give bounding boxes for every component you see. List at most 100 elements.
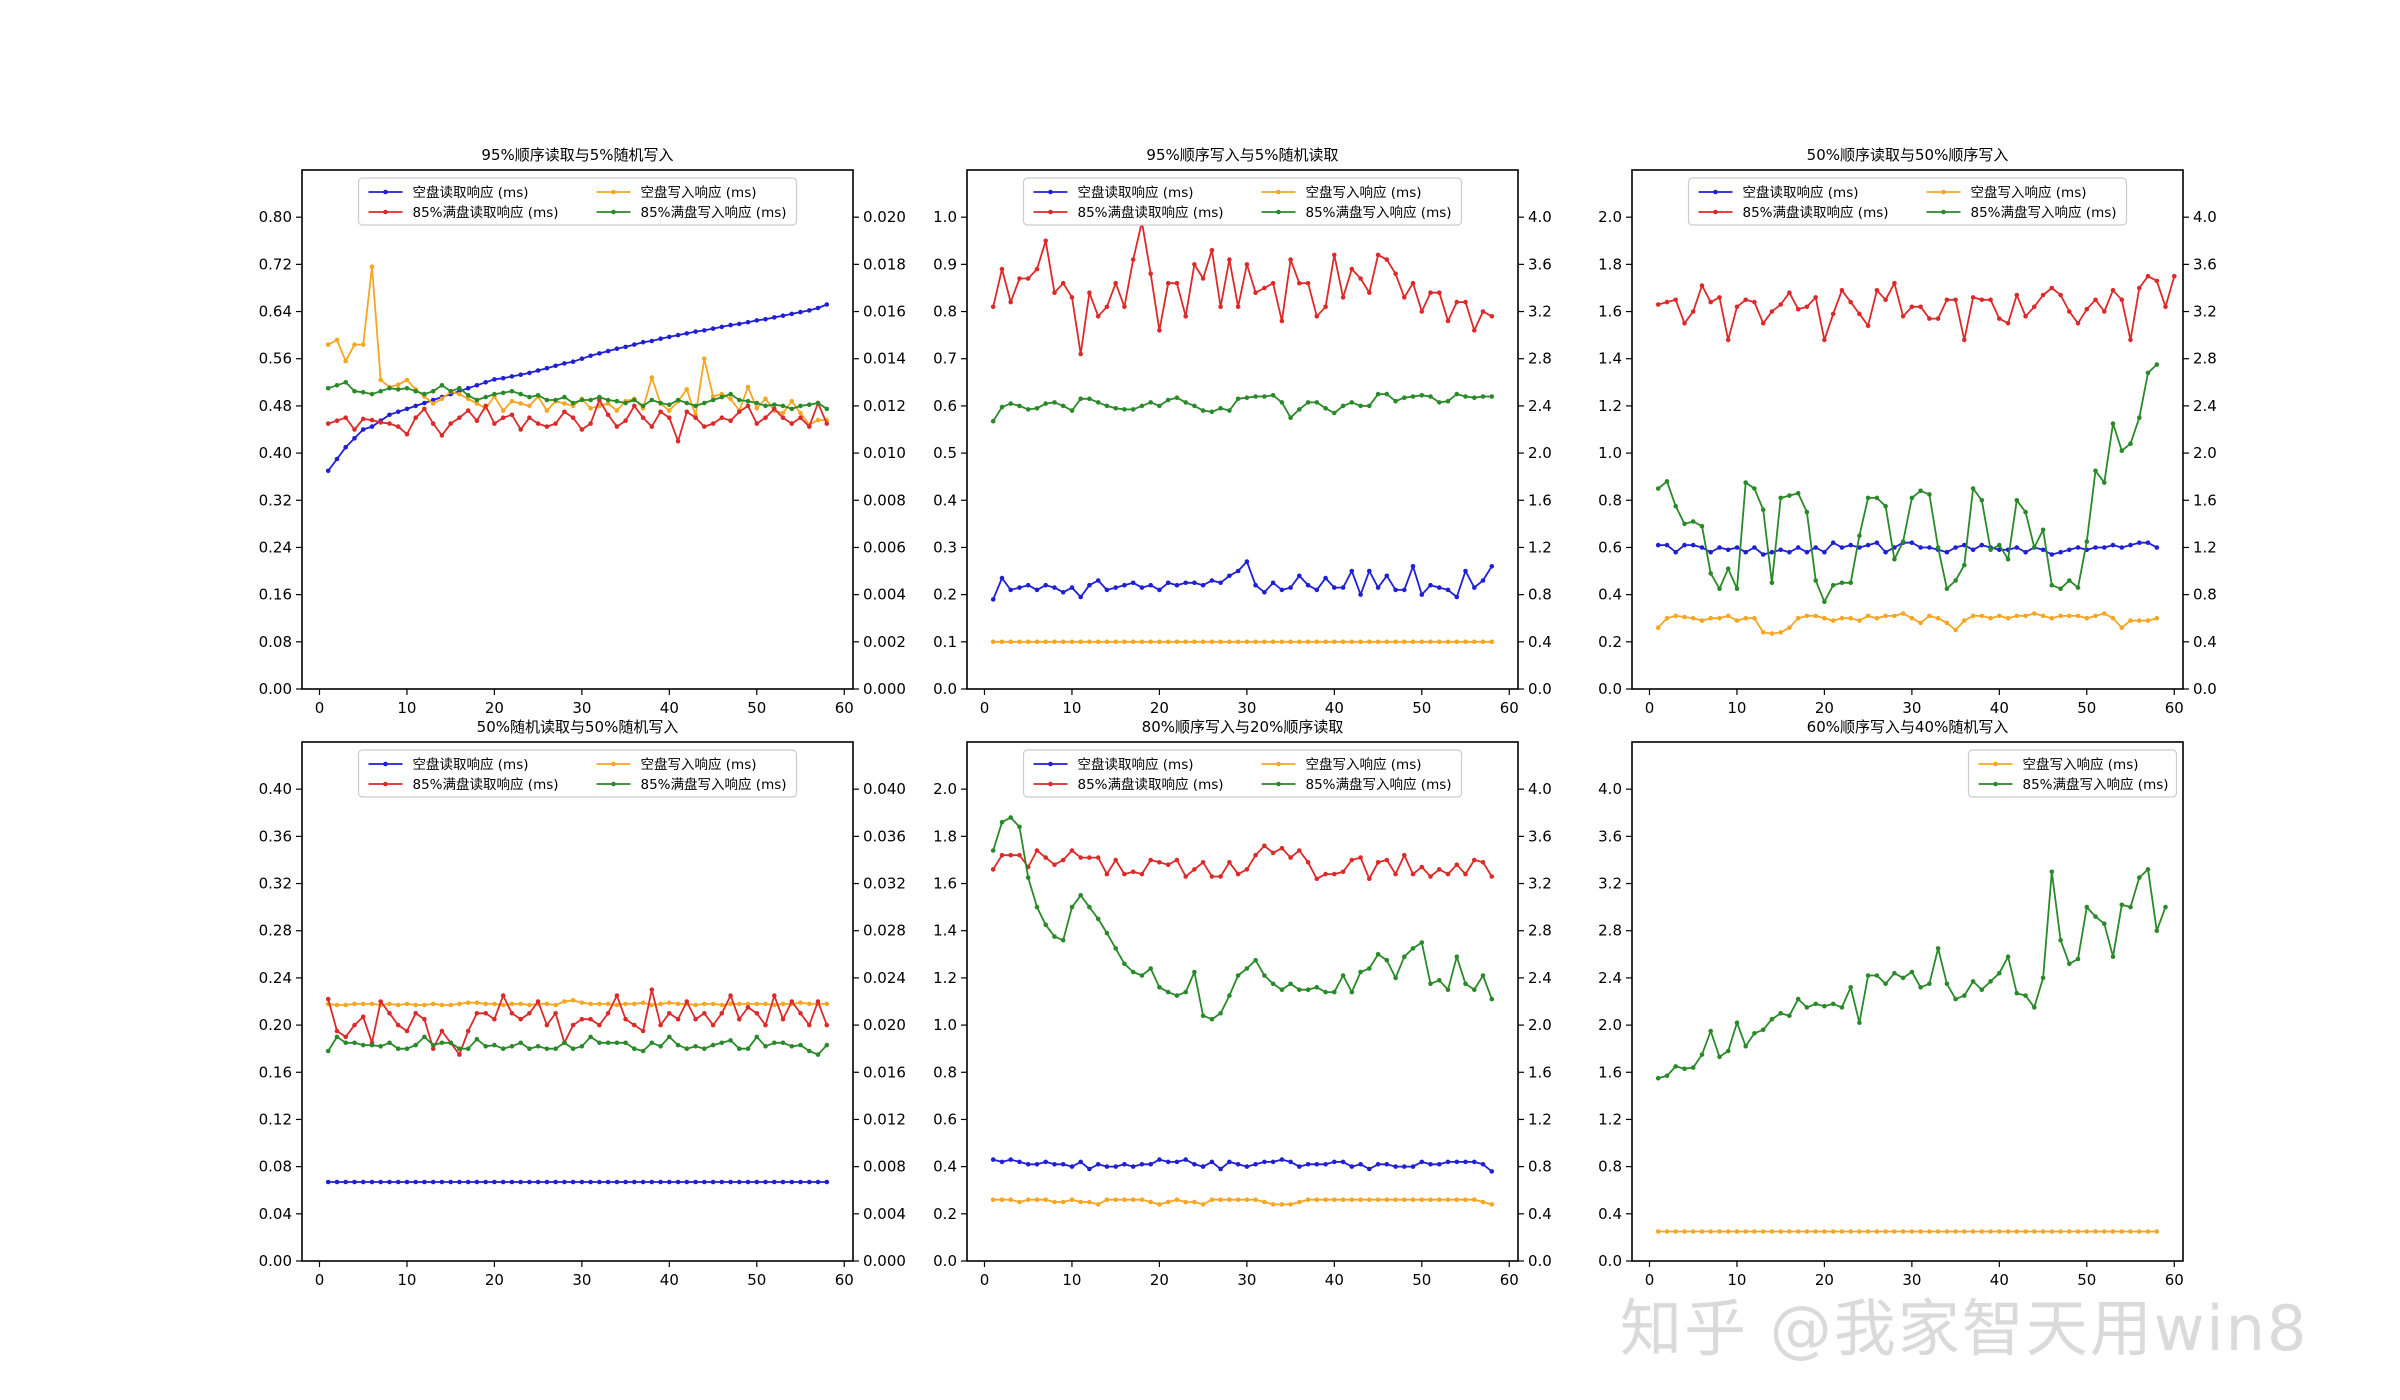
x-tick-label: 10 [397, 699, 416, 717]
data-point-empty_write [1332, 639, 1337, 645]
data-point-empty_write [1130, 1197, 1136, 1202]
data-point-empty_write [1787, 1229, 1792, 1234]
legend-marker-empty_write [1941, 189, 1946, 195]
data-point-empty_read [553, 363, 558, 369]
data-point-full_write [990, 848, 996, 853]
data-point-full_read [999, 852, 1005, 858]
x-tick-label: 20 [1150, 699, 1169, 717]
data-point-empty_read [2102, 545, 2107, 550]
data-point-empty_write [1760, 1229, 1766, 1234]
data-point-empty_read [780, 1179, 786, 1185]
data-point-empty_write [1148, 639, 1153, 645]
data-point-full_read [1717, 295, 1722, 300]
data-point-full_write [1358, 969, 1363, 975]
data-point-full_read [457, 415, 462, 421]
data-point-full_write [448, 1040, 454, 1046]
x-tick-label: 30 [572, 699, 591, 717]
data-point-full_write [2058, 586, 2063, 591]
data-point-empty_read [1883, 549, 1888, 555]
data-point-empty_read [1787, 549, 1792, 555]
data-point-full_read [658, 409, 663, 415]
y-tick-label-right: 0.004 [863, 1205, 906, 1223]
data-point-full_read [1244, 262, 1250, 267]
data-point-full_read [334, 1028, 340, 1034]
data-point-empty_read [824, 1179, 830, 1185]
data-point-full_write [2032, 1005, 2037, 1010]
data-point-full_write [1900, 975, 1906, 981]
legend-marker-empty_read [1048, 761, 1053, 767]
y-tick-label-right: 0.8 [1528, 1158, 1552, 1176]
data-point-full_write [649, 397, 655, 403]
data-point-full_write [1323, 406, 1328, 411]
data-point-empty_read [562, 1179, 567, 1185]
data-point-empty_write [1034, 639, 1040, 645]
data-point-empty_write [763, 1001, 768, 1007]
data-point-full_write [1122, 407, 1127, 412]
data-point-full_read [1095, 855, 1101, 860]
legend-label-full_write: 85%满盘写入响应 (ms) [1971, 204, 2117, 221]
data-point-full_read [1279, 845, 1285, 851]
data-point-full_read [1445, 871, 1451, 877]
data-point-full_read [509, 1011, 515, 1016]
data-point-empty_read [1244, 559, 1250, 564]
data-point-full_write [614, 398, 620, 404]
data-point-full_write [2075, 956, 2081, 962]
legend: 空盘写入响应 (ms) 85%满盘写入响应 (ms) [1967, 749, 2178, 798]
y-tick-label-right: 0.028 [863, 922, 906, 940]
data-point-empty_write [1909, 615, 1915, 621]
data-point-full_write [1069, 408, 1075, 413]
data-point-empty_write [780, 410, 786, 416]
data-point-full_write [2058, 937, 2063, 943]
data-point-empty_write [562, 999, 567, 1004]
y-tick-label-right: 2.8 [1528, 922, 1552, 940]
data-point-full_write [1253, 957, 1258, 963]
data-point-empty_read [1314, 1162, 1320, 1167]
data-point-full_write [1025, 407, 1031, 412]
data-point-empty_read [483, 380, 489, 385]
data-point-empty_write [1725, 1229, 1731, 1234]
y-tick-label-left: 4.0 [1598, 780, 1622, 798]
data-point-full_write [1874, 973, 1880, 978]
data-point-empty_read [640, 1179, 646, 1185]
legend-marker-full_write [611, 209, 616, 215]
data-point-empty_write [1078, 639, 1083, 645]
data-point-full_write [387, 1040, 392, 1046]
data-point-empty_write [2128, 618, 2133, 623]
data-point-empty_write [1148, 1199, 1153, 1205]
series-line-full_read [327, 399, 828, 443]
data-point-empty_read [1253, 1162, 1258, 1167]
data-point-full_read [483, 403, 489, 409]
data-point-full_write [2145, 370, 2151, 376]
data-point-empty_write [1200, 639, 1206, 645]
data-point-full_read [1410, 280, 1416, 286]
data-point-empty_write [1699, 618, 1705, 623]
data-point-full_read [1445, 318, 1451, 324]
data-point-full_read [483, 1011, 489, 1016]
x-tick-label: 50 [2077, 699, 2096, 717]
data-point-full_read [1235, 304, 1241, 310]
data-point-empty_write [448, 1002, 454, 1008]
data-point-empty_write [2137, 618, 2142, 623]
data-point-empty_read [1480, 578, 1486, 583]
y-tick-label-right: 0.010 [863, 444, 906, 462]
data-point-empty_read [667, 334, 672, 340]
data-point-empty_write [1699, 1229, 1705, 1234]
data-point-full_read [632, 403, 637, 409]
data-point-full_write [1472, 395, 1477, 401]
y-tick-label-left: 0.00 [259, 680, 292, 698]
data-point-full_read [465, 1028, 471, 1034]
data-point-empty_write [1349, 1197, 1355, 1202]
y-tick-label-right: 2.8 [1528, 350, 1552, 368]
data-point-empty_read [1384, 573, 1390, 579]
data-point-empty_write [360, 1001, 366, 1007]
data-point-empty_write [754, 1001, 760, 1007]
data-point-empty_write [1874, 1229, 1880, 1234]
data-point-full_write [343, 1040, 349, 1046]
y-tick-label-left: 0.7 [933, 350, 957, 368]
data-point-full_read [1664, 299, 1670, 305]
data-point-full_write [1209, 409, 1215, 415]
data-point-empty_write [518, 401, 523, 406]
data-point-empty_write [1970, 1229, 1976, 1234]
data-point-empty_read [1183, 1157, 1188, 1162]
data-point-empty_write [1892, 1229, 1897, 1234]
